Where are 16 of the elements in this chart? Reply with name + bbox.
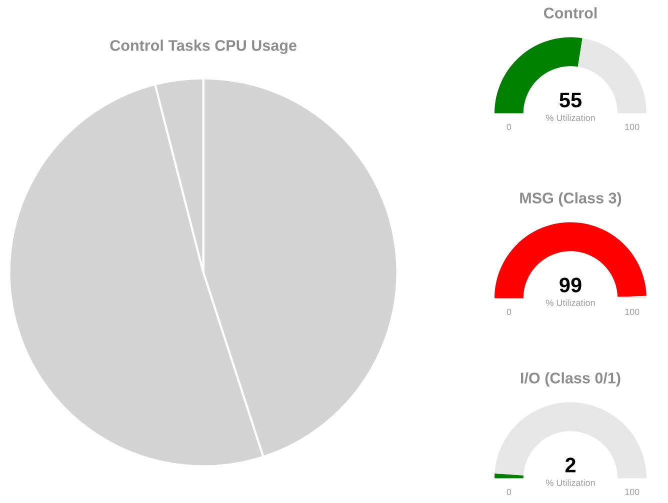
text: % Utilization [546,479,595,486]
text: 99 [560,278,582,292]
text: 100 [625,488,640,496]
chart-title: I/O (Class 0/1) [521,372,620,386]
text: 2 [565,458,576,472]
text: 0 [506,308,512,316]
text: % Utilization [546,299,595,306]
text: 0 [506,488,512,496]
text: 55 [560,92,582,108]
chart-title: Control Tasks CPU Usage [110,40,296,54]
chart-title: MSG (Class 3) [520,192,622,206]
text: 100 [625,308,640,316]
text: % Utilization [546,114,595,121]
text: 0 [506,124,512,130]
text: 100 [625,124,640,130]
chart-title: Control [544,7,597,18]
